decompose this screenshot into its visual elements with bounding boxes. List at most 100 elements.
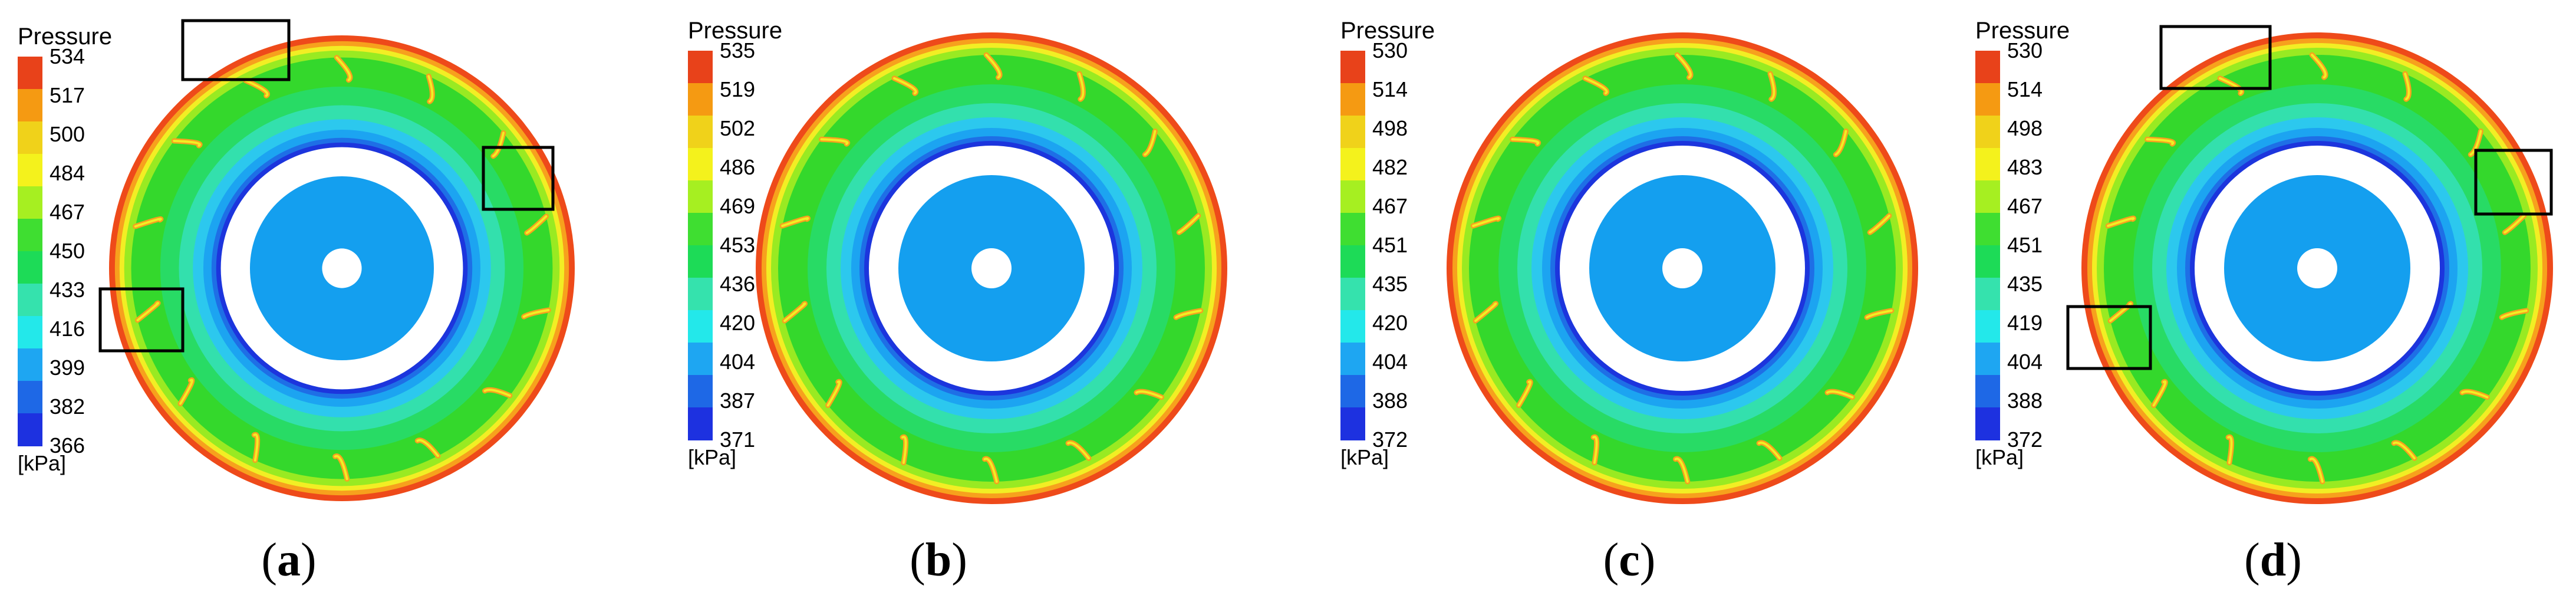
legend-tick-label: 435 — [2007, 272, 2043, 296]
blade-wake-core — [2501, 309, 2528, 319]
scale-segment — [688, 148, 713, 181]
color-scale-bar — [1340, 51, 1365, 440]
blade-wake-core — [1584, 77, 1608, 95]
caption-close-paren: ) — [2286, 534, 2302, 586]
legend-title: Pressure — [1975, 18, 2070, 44]
scale-segment — [688, 180, 713, 213]
blade-wake-core — [179, 379, 193, 405]
scale-segment — [1340, 245, 1365, 278]
legend-tick-label: 436 — [720, 272, 756, 296]
caption-close-paren: ) — [301, 534, 317, 586]
caption-letter: a — [277, 534, 301, 586]
blade-wake-core — [1834, 130, 1847, 156]
legend-tick-label: 482 — [1372, 155, 1408, 179]
scale-segment — [1340, 407, 1365, 440]
legend-tick-label: 534 — [50, 44, 85, 68]
scale-segment — [1975, 278, 2000, 311]
scale-segment — [688, 278, 713, 311]
blade-wake-core — [245, 79, 269, 97]
highlight-box — [2159, 25, 2272, 90]
scale-segment — [18, 348, 42, 381]
blade-wake-core — [134, 218, 162, 228]
legend-tick-label: 484 — [50, 161, 85, 185]
blade-wake-core — [416, 439, 439, 458]
scale-segment — [18, 413, 42, 446]
legend-tick-label: 483 — [2007, 155, 2043, 179]
blade-wake-core — [1676, 54, 1692, 79]
scale-segment — [1975, 180, 2000, 213]
legend-tick-label: 451 — [1372, 233, 1408, 257]
color-scale-bar — [688, 51, 713, 440]
scale-segment — [688, 51, 713, 84]
panel-caption: (b) — [891, 534, 986, 587]
legend-tick-label: 519 — [720, 77, 756, 101]
legend-tick-label: 469 — [720, 194, 756, 218]
legend-unit: [kPa] — [1340, 445, 1389, 469]
blade-wake-core — [1474, 302, 1497, 323]
scale-segment — [1975, 310, 2000, 343]
blade-wake-core — [1078, 73, 1085, 101]
scale-segment — [1975, 51, 2000, 84]
blade-wake-core — [522, 309, 550, 318]
legend-tick-label: 404 — [720, 350, 756, 374]
blade-wake-core — [1674, 458, 1689, 483]
blade-wake-core — [2469, 130, 2482, 156]
blade-wake-core — [1869, 214, 1890, 234]
scale-segment — [688, 375, 713, 408]
scale-segment — [18, 89, 42, 122]
scale-segment — [688, 310, 713, 343]
blade-wake-core — [483, 389, 511, 397]
legend-tick-label: 535 — [720, 38, 756, 62]
blade-wake-core — [983, 458, 998, 483]
center-hole — [2297, 248, 2337, 288]
blade-wake-core — [1144, 130, 1157, 156]
color-scale-bar — [18, 57, 42, 446]
legend-tick-label: 404 — [1372, 350, 1408, 374]
caption-open-paren: ( — [910, 534, 925, 586]
highlight-box — [98, 287, 185, 353]
scale-segment — [688, 407, 713, 440]
scale-segment — [1975, 83, 2000, 116]
caption-letter: d — [2259, 534, 2287, 586]
blade-wake-core — [136, 302, 159, 322]
pressure-contour-plot — [98, 19, 575, 501]
blade-wake-core — [2311, 54, 2327, 79]
legend-tick-label: 467 — [50, 200, 85, 224]
legend-tick-label: 388 — [1372, 389, 1408, 413]
blade-wake-core — [2107, 217, 2135, 228]
center-hole — [971, 248, 1012, 288]
scale-segment — [18, 284, 42, 317]
legend-tick-label: 517 — [50, 83, 85, 107]
blade-wake-core — [1511, 138, 1540, 146]
blade-wake-core — [783, 302, 806, 323]
caption-letter: b — [925, 534, 952, 586]
scale-segment — [1340, 148, 1365, 181]
legend-tick-label: 450 — [50, 239, 85, 263]
pressure-contour-plot — [1447, 32, 1918, 504]
blade-wake-core — [985, 54, 1001, 79]
legend-tick-label: 366 — [50, 433, 85, 458]
legend-tick-label: 388 — [2007, 389, 2043, 413]
blade-wake-core — [1592, 436, 1598, 464]
contour-panel-d: Pressure [kPa] 530 514 498 483 467 451 435 419 4… — [1931, 0, 2575, 612]
legend-tick-label: 514 — [1372, 77, 1408, 101]
contour-panel-a: Pressure [kPa] 534 517 500 484 467 450 433 416 3… — [0, 0, 644, 612]
legend-title: Pressure — [688, 18, 783, 44]
blade-wake-core — [901, 436, 907, 464]
blade-wake-core — [173, 140, 201, 147]
legend-tick-label: 387 — [720, 389, 756, 413]
legend-tick-label: 420 — [1372, 311, 1408, 335]
legend-tick-label: 371 — [720, 427, 756, 452]
scale-segment — [1975, 245, 2000, 278]
scale-segment — [18, 251, 42, 284]
blade-wake-core — [2393, 441, 2416, 460]
caption-open-paren: ( — [1603, 534, 1619, 586]
blade-wake-core — [427, 75, 434, 103]
blade-wake-core — [2404, 73, 2410, 101]
blade-wake-core — [2460, 390, 2489, 399]
center-hole — [1662, 248, 1702, 288]
legend-tick-label: 399 — [50, 356, 85, 380]
scale-segment — [688, 213, 713, 246]
caption-open-paren: ( — [2244, 534, 2260, 586]
